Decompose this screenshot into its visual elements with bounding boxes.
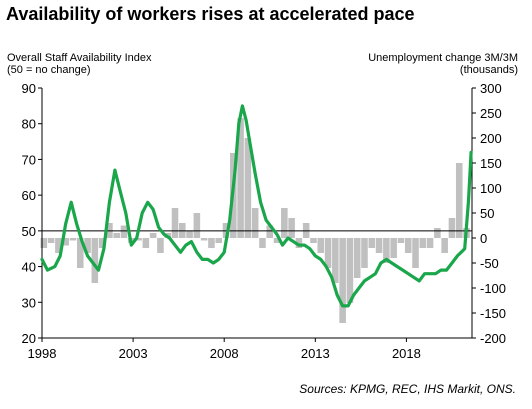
- unemployment-bar: [346, 238, 354, 303]
- unemployment-bar: [383, 238, 390, 263]
- unemployment-bar: [55, 238, 62, 253]
- x-tick-label: 2013: [301, 346, 330, 361]
- unemployment-bar: [324, 238, 332, 268]
- right-axis-label: Unemployment change 3M/3M (thousands): [368, 52, 518, 76]
- unemployment-bar: [193, 213, 201, 238]
- unemployment-bar: [441, 238, 448, 253]
- left-tick-label: 80: [22, 117, 36, 132]
- unemployment-bar: [200, 238, 208, 241]
- left-axis-label: Overall Staff Availability Index (50 = n…: [7, 52, 152, 76]
- unemployment-bar: [259, 238, 266, 248]
- unemployment-bar: [448, 218, 456, 238]
- unemployment-bar: [390, 238, 397, 258]
- left-axis-label-line-1: Overall Staff Availability Index: [7, 52, 152, 64]
- unemployment-bar: [361, 238, 368, 268]
- unemployment-bar: [317, 238, 325, 253]
- unemployment-bar: [404, 238, 412, 253]
- unemployment-bar: [273, 238, 281, 243]
- unemployment-bars: [40, 118, 470, 323]
- unemployment-bar: [40, 238, 48, 248]
- right-tick-label: -100: [480, 281, 506, 296]
- right-axis-label-line-2: (thousands): [459, 64, 518, 76]
- staff-availability-line: [40, 104, 473, 308]
- source-note: Sources: KPMG, REC, IHS Markit, ONS.: [299, 382, 516, 396]
- left-tick-label: 50: [22, 224, 36, 239]
- left-tick-label: 70: [22, 152, 36, 167]
- unemployment-bar: [84, 238, 91, 253]
- unemployment-bar: [375, 238, 383, 253]
- unemployment-bar: [62, 238, 69, 246]
- left-tick-label: 20: [22, 331, 36, 346]
- unemployment-bar: [157, 238, 164, 253]
- x-tick-label: 2008: [210, 346, 239, 361]
- unemployment-bar: [113, 233, 120, 238]
- unemployment-bar: [266, 225, 274, 238]
- left-tick-label: 40: [22, 260, 36, 275]
- unemployment-bar: [353, 238, 361, 278]
- right-tick-label: -50: [480, 256, 499, 271]
- unemployment-bar: [142, 238, 150, 248]
- right-tick-label: 250: [480, 106, 502, 121]
- unemployment-bar: [186, 230, 193, 238]
- unemployment-bar: [332, 238, 339, 283]
- unemployment-bar: [455, 163, 463, 238]
- right-tick-label: 200: [480, 131, 502, 146]
- right-tick-label: 300: [480, 81, 502, 96]
- right-tick-label: -200: [480, 331, 506, 346]
- unemployment-bar: [419, 238, 427, 248]
- x-tick-label: 1998: [28, 346, 57, 361]
- left-axis-label-line-2: (50 = no change): [7, 64, 91, 76]
- x-tick-label: 2018: [392, 346, 421, 361]
- unemployment-bar: [76, 238, 84, 268]
- unemployment-bar: [171, 208, 179, 238]
- unemployment-bar: [310, 238, 317, 243]
- x-tick-label: 2003: [119, 346, 148, 361]
- unemployment-bar: [98, 238, 106, 248]
- unemployment-bar: [412, 238, 419, 268]
- unemployment-bar: [339, 238, 346, 323]
- unemployment-bar: [244, 138, 252, 238]
- unemployment-bar: [281, 208, 288, 238]
- chart-title: Availability of workers rises at acceler…: [6, 4, 415, 24]
- right-tick-label: 150: [480, 156, 502, 171]
- unemployment-bar: [251, 208, 259, 238]
- unemployment-bar: [295, 238, 303, 248]
- unemployment-bar: [120, 225, 128, 238]
- unemployment-bar: [208, 238, 215, 248]
- left-tick-label: 60: [22, 188, 36, 203]
- right-tick-label: -150: [480, 306, 506, 321]
- ticks: 20 30 40 50 60 70 80 90 -200 -150 -100 -50 0 50 100 150…: [22, 81, 507, 361]
- unemployment-bar: [397, 238, 405, 243]
- right-tick-label: 100: [480, 181, 502, 196]
- unemployment-bar: [288, 218, 295, 238]
- unemployment-bar: [215, 238, 223, 243]
- unemployment-bar: [47, 238, 55, 243]
- unemployment-bar: [368, 238, 376, 248]
- unemployment-bar: [434, 228, 441, 238]
- right-axis-label-line-1: Unemployment change 3M/3M: [368, 52, 518, 64]
- unemployment-bar: [69, 238, 77, 241]
- unemployment-bar: [149, 233, 157, 238]
- right-tick-label: 0: [480, 231, 487, 246]
- unemployment-bar: [91, 238, 99, 283]
- unemployment-bar: [426, 238, 434, 248]
- unemployment-bar: [237, 118, 244, 238]
- right-tick-label: 50: [480, 206, 494, 221]
- left-tick-label: 90: [22, 81, 36, 96]
- left-tick-label: 30: [22, 295, 36, 310]
- unemployment-bar: [135, 238, 142, 241]
